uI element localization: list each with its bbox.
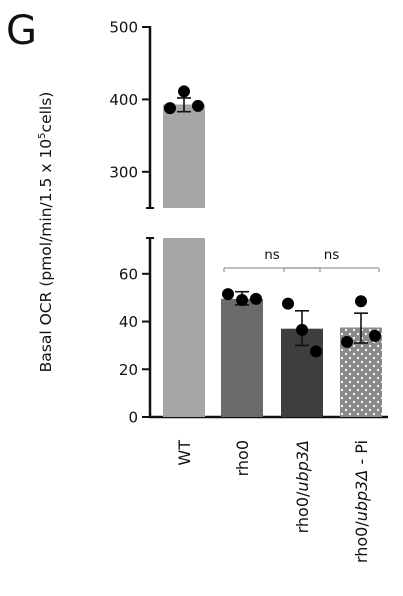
y-tick-label: 0 [128,409,138,427]
error-bars [177,97,368,347]
x-label-italic: ubp3Δ [352,470,371,522]
x-tick-label-rho0_ubp3: rho0/ubp3Δ [293,440,312,533]
bars [163,104,382,417]
y-tick-label: 60 [119,265,138,283]
x-tick-label-rho0_ubp3_pi: rho0/ubp3Δ - Pi [352,440,371,563]
bar-rho0 [221,298,263,417]
x-label-part: rho0/ [352,521,371,563]
x-label-part: rho0/ [293,491,312,533]
y-tick-label: 20 [119,361,138,379]
data-point-WT [192,99,204,112]
y-axis-label: Basal OCR (pmol/min/1.5 x 105cells) [37,92,55,373]
bar-WT-upper [163,104,205,208]
x-label-italic: ubp3Δ [293,440,312,492]
data-point-rho0_ubp3_pi [341,335,353,348]
bar-WT-lower [163,238,205,417]
data-point-rho0 [222,288,234,301]
significance-label: ns [264,247,280,263]
data-points [164,85,381,358]
y-tick-label: 400 [109,91,138,109]
data-point-rho0 [236,294,248,307]
data-point-rho0_ubp3 [296,323,308,336]
y-tick-label: 40 [119,313,138,331]
data-point-rho0 [250,292,262,305]
data-point-WT [164,102,176,115]
axes: 0 20 40 60 300 400 500 [109,19,388,427]
panel-label: G [6,8,37,54]
x-tick-label-WT: WT [175,440,194,466]
data-point-WT [178,85,190,98]
y-tick-label: 500 [109,19,138,37]
y-tick-label: 300 [109,163,138,181]
significance-label: ns [324,247,340,263]
x-label-part: - Pi [352,440,371,470]
x-tick-label-rho0: rho0 [233,440,252,476]
significance-brackets: ns ns [223,247,380,272]
data-point-rho0_ubp3_pi [355,295,367,308]
data-point-rho0_ubp3 [310,345,322,358]
data-point-rho0_ubp3_pi [369,329,381,342]
data-point-rho0_ubp3 [282,297,294,310]
